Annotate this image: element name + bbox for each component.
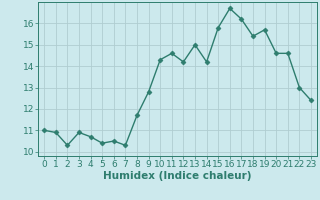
X-axis label: Humidex (Indice chaleur): Humidex (Indice chaleur) <box>103 171 252 181</box>
